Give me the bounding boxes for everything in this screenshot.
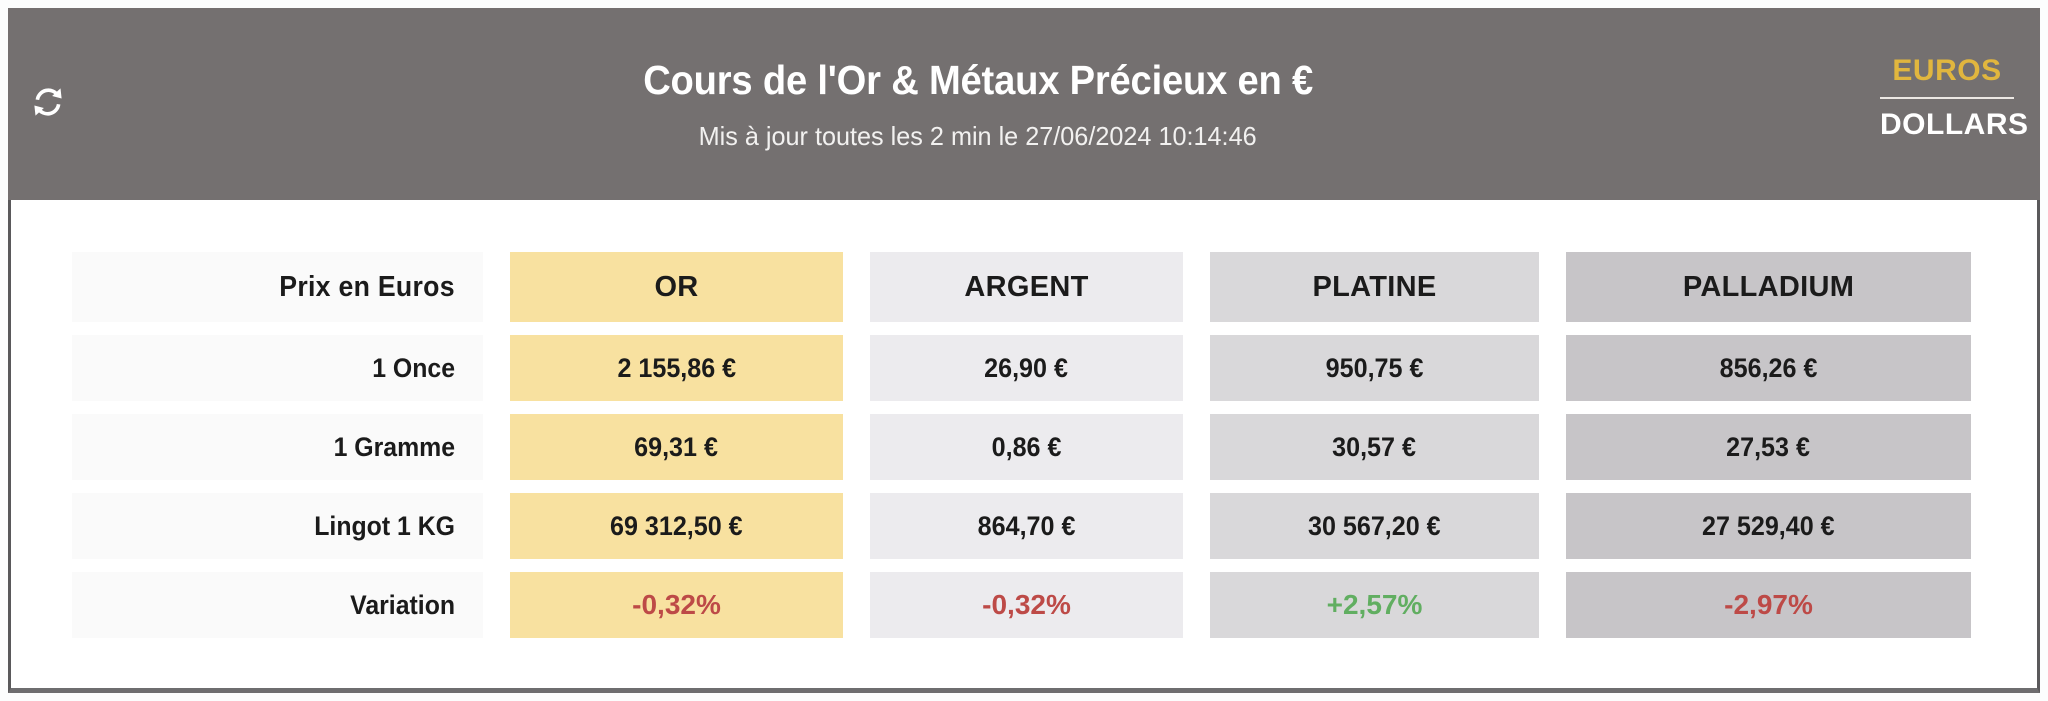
price-panel: Prix en Euros OR ARGENT PLATINE PALLADIU… (8, 200, 2040, 693)
price-cell-palladium-once: 856,26 € (1566, 335, 1971, 401)
currency-toggle: EUROS DOLLARS (1880, 54, 2029, 142)
price-value: 856,26 € (1719, 352, 1818, 383)
variation-cell-or: -0,32% (510, 572, 843, 638)
price-value: 27 529,40 € (1702, 510, 1835, 541)
column-header-or: OR (510, 252, 843, 322)
price-cell-platine-once: 950,75 € (1210, 335, 1539, 401)
last-updated-text: Mis à jour toutes les 2 min le 27/06/202… (699, 120, 1257, 151)
price-cell-or-lingot: 69 312,50 € (510, 493, 843, 559)
price-value: 0,86 € (991, 431, 1062, 462)
variation-cell-palladium: -2,97% (1566, 572, 1971, 638)
currency-dollars-button[interactable]: DOLLARS (1880, 108, 2029, 141)
price-value: 950,75 € (1325, 352, 1424, 383)
corner-header: Prix en Euros (72, 252, 483, 322)
corner-header-label: Prix en Euros (279, 270, 455, 303)
variation-cell-argent: -0,32% (870, 572, 1183, 638)
price-cell-argent-lingot: 864,70 € (870, 493, 1183, 559)
row-label-variation-text: Variation (350, 589, 455, 620)
variation-cell-platine: +2,57% (1210, 572, 1539, 638)
refresh-button[interactable] (26, 80, 70, 124)
price-value: 69,31 € (634, 431, 719, 462)
price-value: 30 567,20 € (1308, 510, 1441, 541)
price-value: 69 312,50 € (610, 510, 743, 541)
column-header-platine: PLATINE (1210, 252, 1539, 322)
refresh-sync-icon (29, 83, 67, 121)
price-value: 2 155,86 € (617, 352, 736, 383)
price-cell-palladium-lingot: 27 529,40 € (1566, 493, 1971, 559)
widget-header: Cours de l'Or & Métaux Précieux en € Mis… (8, 8, 2040, 200)
price-table: Prix en Euros OR ARGENT PLATINE PALLADIU… (72, 252, 1971, 638)
row-label-variation: Variation (72, 572, 483, 638)
price-cell-or-gramme: 69,31 € (510, 414, 843, 480)
row-label-once: 1 Once (72, 335, 483, 401)
price-cell-argent-gramme: 0,86 € (870, 414, 1183, 480)
row-label-once-text: 1 Once (372, 352, 455, 383)
currency-euros-button[interactable]: EUROS (1880, 54, 2014, 88)
row-label-gramme-text: 1 Gramme (333, 431, 455, 462)
currency-divider (1880, 97, 2014, 99)
price-cell-or-once: 2 155,86 € (510, 335, 843, 401)
gold-price-widget: Cours de l'Or & Métaux Précieux en € Mis… (8, 8, 2040, 693)
price-cell-palladium-gramme: 27,53 € (1566, 414, 1971, 480)
price-value: 30,57 € (1332, 431, 1417, 462)
row-label-gramme: 1 Gramme (72, 414, 483, 480)
price-value: 864,70 € (977, 510, 1076, 541)
price-cell-argent-once: 26,90 € (870, 335, 1183, 401)
price-value: 27,53 € (1726, 431, 1811, 462)
page-title: Cours de l'Or & Métaux Précieux en € (643, 56, 1313, 103)
column-header-argent: ARGENT (870, 252, 1183, 322)
price-value: 26,90 € (984, 352, 1069, 383)
row-label-lingot: Lingot 1 KG (72, 493, 483, 559)
price-cell-platine-gramme: 30,57 € (1210, 414, 1539, 480)
row-label-lingot-text: Lingot 1 KG (314, 510, 455, 541)
price-cell-platine-lingot: 30 567,20 € (1210, 493, 1539, 559)
column-header-palladium: PALLADIUM (1566, 252, 1971, 322)
